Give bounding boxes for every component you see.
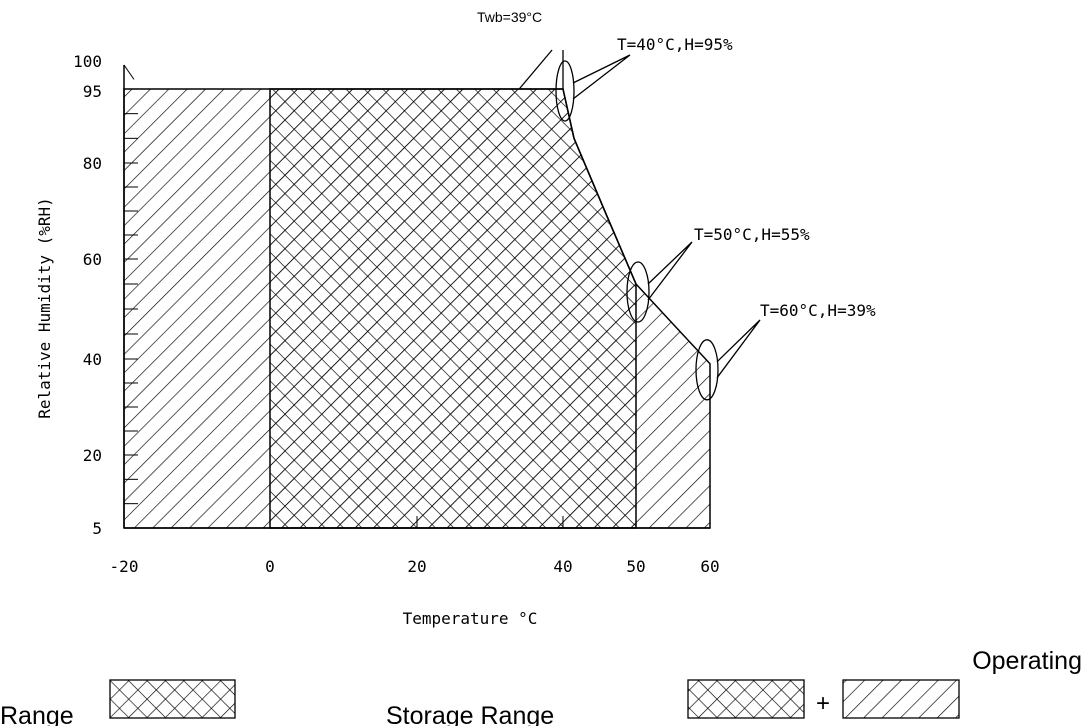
- callout-label: T=60°C,H=39%: [760, 301, 876, 320]
- legend-storage-label: Storage Range: [386, 702, 554, 726]
- callout-ellipse: [555, 60, 575, 122]
- x-tick-label: 20: [407, 557, 426, 576]
- axes: [123, 49, 711, 529]
- callout-leader: [647, 241, 693, 301]
- legend: Operating Range Storage Range +: [0, 647, 1082, 726]
- y-axis-label: Relative Humidity (%RH): [35, 197, 54, 419]
- x-tick-label: 50: [626, 557, 645, 576]
- callout-leader: [572, 54, 631, 100]
- x-tick-label: 0: [265, 557, 275, 576]
- callout-label: T=50°C,H=55%: [694, 225, 810, 244]
- legend-operating-label-line2: Range: [0, 702, 74, 726]
- x-tick-label: 40: [553, 557, 572, 576]
- y-tick-label: 80: [83, 154, 102, 173]
- legend-storage-swatch-cross: [687, 679, 805, 719]
- annotations: Twb=39°C T=40°C,H=95% T=50°C,H=55% T=60°C,H…: [477, 9, 876, 401]
- callout-label: T=40°C,H=95%: [617, 35, 733, 54]
- legend-storage-swatch-diag: [842, 679, 960, 719]
- legend-operating-label-line1: Operating: [972, 647, 1082, 675]
- y-tick-label: 5: [92, 519, 102, 538]
- callout-ellipse: [626, 261, 650, 323]
- y-tick-label: 60: [83, 250, 102, 269]
- operating-region: [269, 88, 637, 529]
- y-tick-label: 20: [83, 446, 102, 465]
- tick-labels: -20 0 20 40 50 60 100 95 80 60 40 20 5: [73, 52, 720, 576]
- twb-line: [518, 49, 553, 90]
- y-tick-label: 100: [73, 52, 102, 71]
- annotation-twb: Twb=39°C: [477, 9, 542, 25]
- x-tick-label: -20: [110, 557, 139, 576]
- regions: [123, 88, 711, 529]
- y-tick-label: 40: [83, 350, 102, 369]
- legend-plus: +: [816, 690, 830, 717]
- x-axis-label: Temperature °C: [403, 609, 538, 628]
- legend-operating-swatch: [109, 679, 236, 719]
- callout-ellipse: [695, 339, 719, 401]
- y-tick-label: 95: [83, 82, 102, 101]
- callout-leader: [716, 319, 761, 379]
- x-tick-label: 60: [700, 557, 719, 576]
- y-minor-tick: [123, 64, 135, 80]
